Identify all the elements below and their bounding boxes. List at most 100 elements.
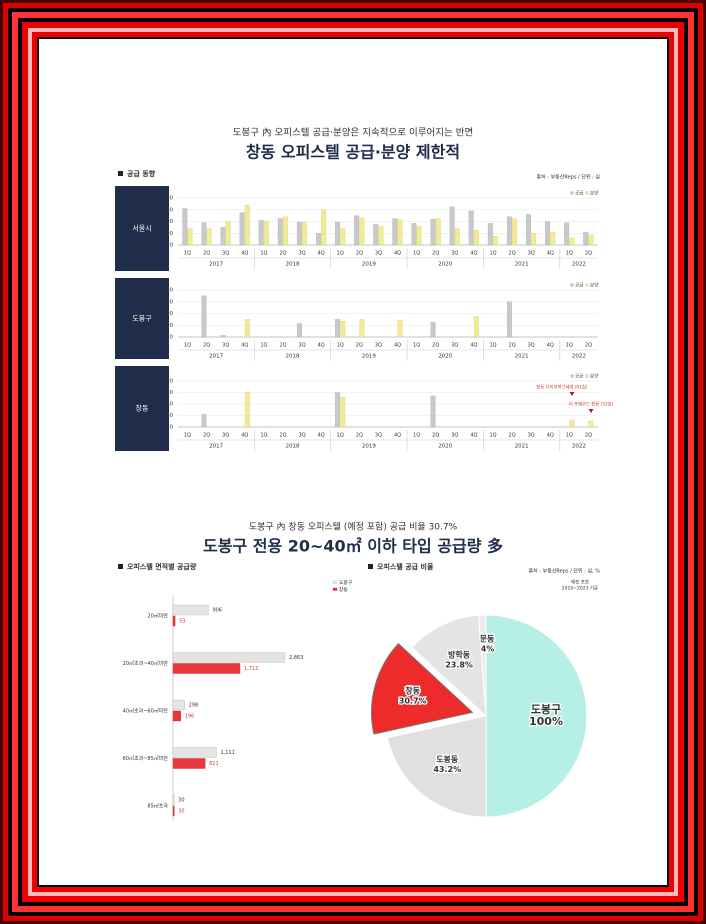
year-label: 2018 [286, 354, 300, 360]
bar [430, 218, 436, 246]
bar [416, 226, 422, 246]
bar [244, 392, 250, 428]
bar [187, 228, 193, 246]
slice [411, 614, 487, 718]
x-tick-label: 3Q [375, 251, 382, 257]
x-tick-label: 3Q [222, 343, 229, 349]
bar [296, 221, 302, 246]
bar [335, 392, 341, 428]
year-label: 2022 [572, 262, 586, 268]
y-tick-label: 300 [163, 390, 174, 396]
value-label: 53 [179, 619, 185, 625]
legend-label: 분양 [590, 190, 598, 197]
bar [172, 615, 176, 627]
bar [263, 221, 269, 246]
year-label: 2020 [438, 262, 452, 268]
x-tick-label: 1Q [489, 343, 496, 349]
bar [430, 395, 436, 428]
value-label: 196 [185, 714, 195, 720]
bullet [118, 564, 123, 569]
slice-name: 도봉구 [531, 703, 561, 716]
bar [172, 604, 209, 616]
value-label: 1,111 [220, 750, 234, 756]
bar [512, 218, 518, 246]
legend-marker [570, 191, 574, 195]
value-label: 30 [178, 809, 184, 815]
x-tick-label: 4Q [470, 343, 477, 349]
slice-name: 방학동 [448, 650, 471, 660]
year-label: 2021 [515, 262, 529, 268]
bar [531, 233, 537, 246]
category-label: 60㎡초과~85㎡미만 [123, 755, 169, 762]
annotation-arrow [588, 409, 594, 413]
year-label: 2022 [572, 444, 586, 450]
bar [335, 221, 341, 246]
y-tick-label: 4,000 [157, 219, 173, 225]
value-label: 298 [189, 703, 199, 709]
bar [201, 414, 207, 428]
value-label: 821 [209, 761, 219, 767]
x-tick-label: 2Q [432, 251, 439, 257]
x-tick-label: 2Q [509, 251, 516, 257]
x-tick-label: 2Q [356, 343, 363, 349]
x-tick-label: 4Q [547, 433, 554, 439]
bar [397, 319, 403, 338]
x-tick-label: 1Q [413, 433, 420, 439]
y-tick-label: 400 [163, 379, 174, 385]
category-label: 20㎡미만 [147, 613, 168, 620]
bar [244, 319, 250, 338]
region-panel [115, 366, 169, 451]
x-tick-label: 1Q [413, 251, 420, 257]
bar [302, 221, 308, 246]
bar [487, 223, 493, 246]
bar [449, 206, 455, 246]
note: 예정 포함 [571, 579, 589, 586]
bar [277, 218, 283, 246]
bar [172, 663, 241, 674]
bar [506, 301, 512, 338]
bar [588, 420, 594, 428]
bar [569, 419, 575, 428]
legend-label: 창동 [339, 586, 348, 593]
annotation-arrow [569, 392, 575, 396]
x-tick-label: 1Q [337, 251, 344, 257]
x-tick-label: 1Q [489, 251, 496, 257]
legend-marker [585, 283, 589, 287]
bar [263, 426, 269, 428]
x-tick-label: 3Q [222, 251, 229, 257]
bar [411, 223, 417, 246]
bar [359, 217, 365, 246]
bar [354, 215, 360, 246]
source: 출처 : 부동산Reps / 단위 : 실, % [529, 568, 601, 575]
bar [335, 319, 341, 338]
x-tick-label: 3Q [375, 433, 382, 439]
bar [220, 335, 226, 338]
x-tick-label: 3Q [222, 433, 229, 439]
section-label: 오피스텔 공급 비율 [377, 562, 434, 571]
category-label: 85㎡초과 [147, 803, 168, 810]
bar [545, 221, 551, 246]
year-label: 2020 [438, 444, 452, 450]
bar [172, 805, 175, 817]
bar [359, 319, 365, 338]
x-tick-label: 1Q [184, 251, 191, 257]
bar [239, 212, 245, 246]
bar [569, 237, 575, 246]
bar [220, 227, 226, 246]
slice [386, 715, 487, 818]
year-label: 2020 [438, 354, 452, 360]
bar [258, 220, 264, 246]
x-tick-label: 3Q [375, 343, 382, 349]
bar [172, 794, 175, 806]
x-tick-label: 4Q [547, 343, 554, 349]
x-tick-label: 3Q [451, 343, 458, 349]
x-tick-label: 1Q [337, 343, 344, 349]
bar [316, 233, 321, 246]
slice-value: 23.8% [445, 661, 473, 670]
region-panel [115, 186, 169, 271]
bar [340, 396, 346, 428]
bar [473, 230, 479, 246]
legend-marker [332, 587, 338, 591]
year-label: 2017 [209, 354, 223, 360]
year-label: 2021 [515, 354, 529, 360]
